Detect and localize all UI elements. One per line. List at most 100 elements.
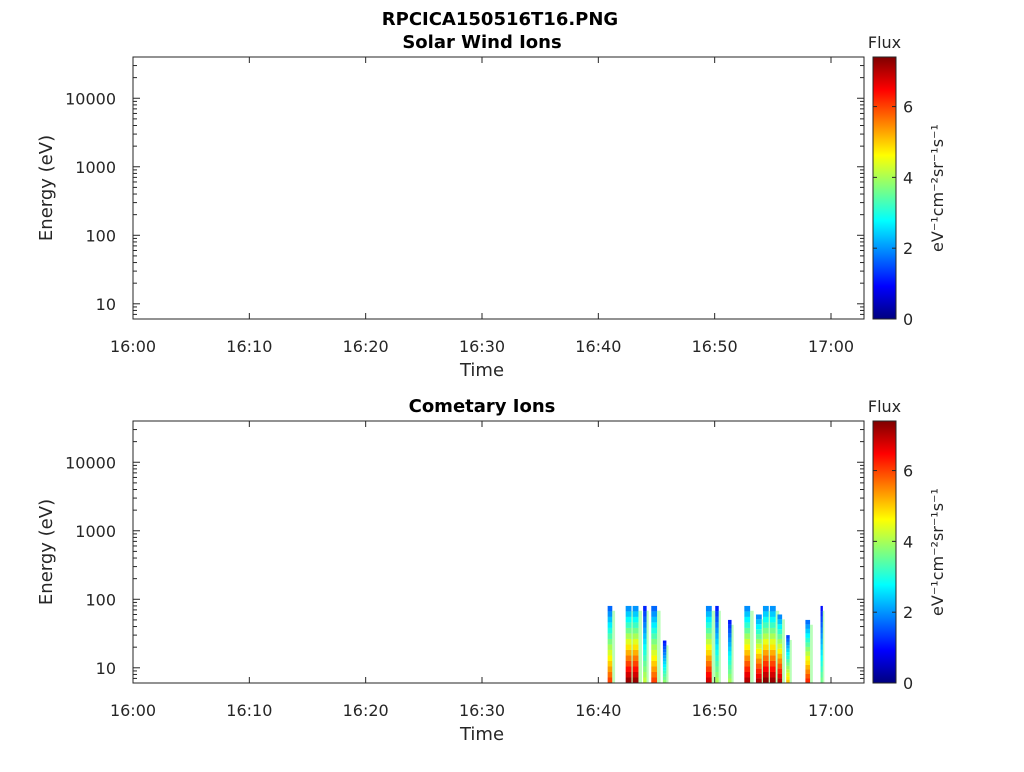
x-tick-label: 16:30 — [459, 337, 505, 356]
flux-fringe — [822, 610, 825, 683]
flux-cell — [662, 670, 667, 674]
flux-cell — [643, 644, 647, 650]
flux-cell — [662, 640, 667, 644]
flux-fringe — [711, 610, 716, 683]
flux-cell — [715, 638, 719, 645]
flux-cell — [820, 649, 823, 656]
flux-cell — [625, 644, 632, 650]
flux-cell — [769, 671, 776, 678]
flux-cell — [786, 641, 790, 646]
flux-cell — [651, 627, 658, 634]
flux-cell — [805, 673, 811, 679]
flux-cell — [762, 638, 769, 645]
flux-cell — [607, 671, 613, 678]
flux-cell — [715, 611, 719, 617]
flux-cell — [705, 611, 712, 617]
flux-cell — [662, 658, 667, 662]
panel-solar-wind-ions: Solar Wind Ions 16:00 16:10 16:20 16:30 16:40… — [36, 32, 947, 381]
flux-cell — [777, 624, 783, 630]
flux-cell — [744, 605, 751, 612]
flux-cell — [625, 638, 632, 645]
flux-cell — [607, 611, 613, 617]
flux-cell — [777, 663, 783, 669]
x-tick-label: 16:40 — [575, 337, 621, 356]
flux-cell — [651, 666, 658, 672]
flux-burst — [705, 605, 716, 683]
flux-cell — [625, 633, 632, 639]
flux-cell — [762, 644, 769, 650]
colorbar-tick-label: 6 — [903, 98, 913, 117]
flux-cell — [786, 676, 790, 680]
flux-cell — [762, 660, 769, 667]
flux-cell — [820, 627, 823, 634]
flux-cell — [662, 679, 667, 683]
flux-cell — [643, 677, 647, 683]
flux-cell — [728, 633, 732, 638]
flux-cell — [632, 605, 639, 612]
flux-fringe — [638, 610, 642, 683]
flux-cell — [607, 638, 613, 645]
flux-cell — [786, 648, 790, 653]
flux-burst — [662, 640, 669, 683]
flux-cell — [625, 605, 632, 612]
flux-cell — [643, 660, 647, 667]
x-tick-label: 17:00 — [808, 337, 854, 356]
x-tick-label: 16:00 — [110, 337, 156, 356]
flux-cell — [820, 655, 823, 661]
flux-cell — [777, 673, 783, 679]
flux-cell — [651, 633, 658, 639]
flux-cell — [728, 646, 732, 652]
flux-cell — [820, 677, 823, 683]
colorbar-title: Flux — [868, 397, 901, 416]
flux-cell — [607, 649, 613, 656]
flux-cell — [762, 616, 769, 623]
flux-cell — [705, 627, 712, 634]
flux-cell — [607, 605, 613, 612]
flux-cell — [662, 655, 667, 659]
flux-cell — [777, 634, 783, 639]
x-tick-label: 16:50 — [692, 701, 738, 720]
x-tick-label: 16:20 — [343, 701, 389, 720]
flux-cell — [755, 663, 762, 669]
flux-cell — [762, 677, 769, 683]
flux-cell — [625, 655, 632, 661]
flux-fringe — [731, 624, 734, 683]
flux-cell — [744, 671, 751, 678]
x-tick-label: 16:10 — [226, 337, 272, 356]
y-tick-label: 10000 — [65, 89, 116, 108]
y-tick-label: 100 — [85, 590, 116, 609]
flux-cell — [755, 653, 762, 659]
flux-cell — [625, 660, 632, 667]
flux-cell — [744, 638, 751, 645]
flux-cell — [643, 616, 647, 623]
flux-cell — [715, 605, 719, 612]
colorbar-gradient — [872, 420, 897, 684]
y-tick-label: 10000 — [65, 453, 116, 472]
colorbar-tick-label: 6 — [903, 462, 913, 481]
flux-cell — [662, 643, 667, 647]
flux-cell — [762, 633, 769, 639]
flux-cell — [805, 678, 811, 683]
flux-cell — [651, 655, 658, 661]
flux-cell — [762, 605, 769, 612]
flux-cell — [715, 671, 719, 678]
flux-cell — [755, 673, 762, 679]
flux-cell — [715, 666, 719, 672]
flux-cell — [755, 668, 762, 674]
flux-cell — [728, 628, 732, 634]
flux-cell — [705, 671, 712, 678]
colorbar-tick-label: 4 — [903, 168, 913, 187]
flux-cell — [762, 655, 769, 661]
flux-cell — [728, 678, 732, 683]
flux-cell — [632, 677, 639, 683]
flux-cell — [762, 627, 769, 634]
flux-cell — [728, 642, 732, 647]
flux-cell — [607, 622, 613, 628]
flux-cell — [728, 651, 732, 656]
flux-burst — [786, 635, 792, 683]
flux-cell — [805, 664, 811, 670]
flux-cell — [805, 624, 811, 629]
